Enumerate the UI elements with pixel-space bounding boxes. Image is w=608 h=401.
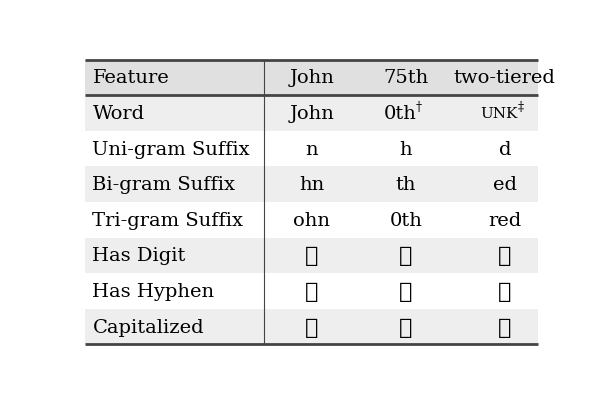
Text: ‡: ‡ — [517, 101, 523, 114]
Text: Capitalized: Capitalized — [92, 318, 204, 336]
Bar — [85, 273, 538, 309]
Text: 75th: 75th — [383, 69, 429, 87]
Bar — [85, 309, 538, 344]
Bar — [85, 203, 538, 238]
Text: Tri-gram Suffix: Tri-gram Suffix — [92, 211, 243, 229]
Text: John: John — [289, 69, 334, 87]
Text: 0th: 0th — [389, 211, 423, 229]
Text: Word: Word — [92, 105, 145, 123]
Text: ✓: ✓ — [399, 245, 412, 267]
Text: Has Digit: Has Digit — [92, 247, 186, 265]
Text: Has Hyphen: Has Hyphen — [92, 282, 215, 300]
Text: hn: hn — [299, 176, 324, 194]
Text: ✗: ✗ — [305, 245, 318, 267]
Bar — [85, 96, 538, 132]
Text: red: red — [488, 211, 522, 229]
Text: †: † — [415, 101, 421, 114]
Bar — [85, 238, 538, 273]
Text: ✗: ✗ — [399, 316, 412, 338]
Text: th: th — [396, 176, 416, 194]
Bar — [85, 167, 538, 203]
Text: Feature: Feature — [92, 69, 169, 87]
Text: 0th: 0th — [384, 105, 416, 123]
Text: d: d — [499, 140, 511, 158]
Text: ✗: ✗ — [498, 316, 511, 338]
Text: ohn: ohn — [293, 211, 330, 229]
Text: ✗: ✗ — [399, 280, 412, 302]
Text: Bi-gram Suffix: Bi-gram Suffix — [92, 176, 235, 194]
Text: ✓: ✓ — [498, 280, 511, 302]
Text: ed: ed — [493, 176, 517, 194]
Text: ✗: ✗ — [305, 280, 318, 302]
Bar — [85, 61, 538, 96]
Text: n: n — [305, 140, 318, 158]
Text: John: John — [289, 105, 334, 123]
Text: UNK: UNK — [480, 107, 518, 121]
Bar — [85, 132, 538, 167]
Text: two-tiered: two-tiered — [454, 69, 556, 87]
Text: Uni-gram Suffix: Uni-gram Suffix — [92, 140, 250, 158]
Text: h: h — [399, 140, 412, 158]
Text: ✗: ✗ — [498, 245, 511, 267]
Text: ✓: ✓ — [305, 316, 318, 338]
